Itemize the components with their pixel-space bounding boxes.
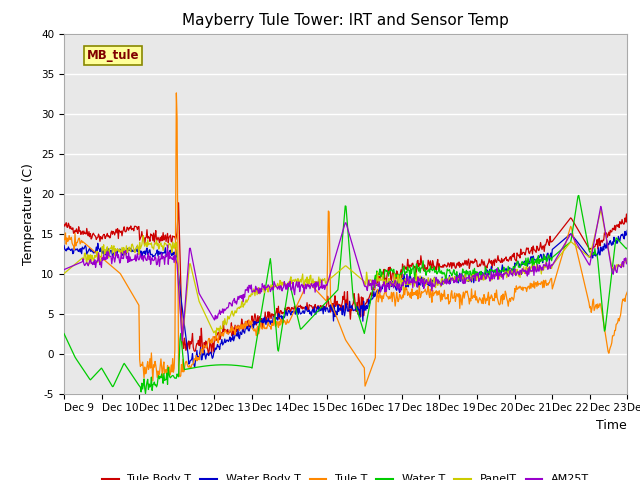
Y-axis label: Temperature (C): Temperature (C) <box>22 163 35 264</box>
Text: MB_tule: MB_tule <box>86 49 139 62</box>
Title: Mayberry Tule Tower: IRT and Sensor Temp: Mayberry Tule Tower: IRT and Sensor Temp <box>182 13 509 28</box>
Legend: Tule Body T, Water Body T, Tule T, Water T, PanelT, AM25T: Tule Body T, Water Body T, Tule T, Water… <box>97 470 594 480</box>
X-axis label: Time: Time <box>596 419 627 432</box>
